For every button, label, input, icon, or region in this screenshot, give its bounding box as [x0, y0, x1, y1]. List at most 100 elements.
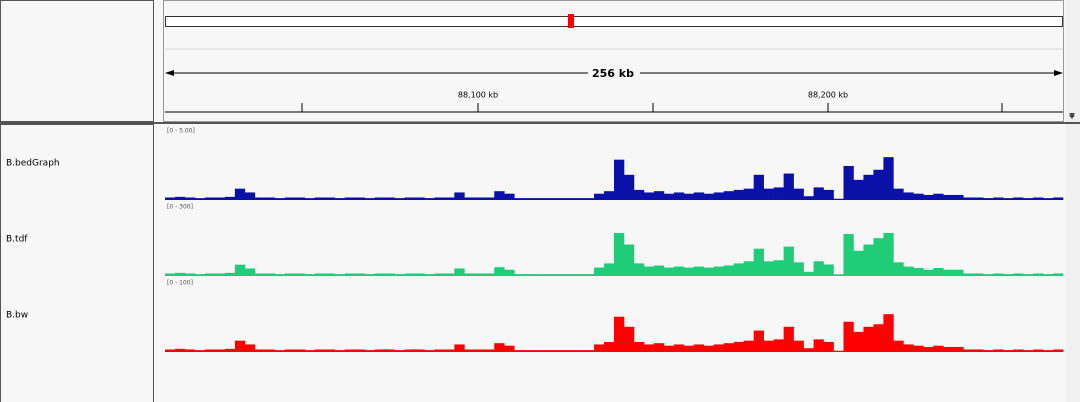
signal-bar — [643, 344, 655, 352]
signal-bar — [633, 263, 645, 276]
signal-bar — [534, 350, 545, 352]
signal-bar — [174, 348, 186, 352]
signal-bar — [1033, 197, 1044, 200]
signal-bar — [993, 197, 1004, 200]
signal-bar — [524, 350, 535, 352]
signal-bar — [693, 266, 705, 276]
signal-bar — [1043, 274, 1054, 276]
signal-bar — [833, 274, 844, 276]
signal-bar — [753, 248, 764, 276]
signal-bar — [394, 350, 405, 352]
signal-bar — [414, 197, 425, 200]
signal-bar — [623, 174, 635, 200]
signal-bar — [713, 192, 725, 200]
span-label: 256 kb — [592, 67, 634, 80]
signal-bar — [943, 194, 954, 200]
signal-bar — [394, 198, 405, 200]
signal-bar — [1053, 197, 1064, 200]
signal-bar — [793, 340, 804, 352]
signal-bar — [763, 261, 774, 276]
signal-bar — [494, 267, 505, 276]
scrollbar[interactable] — [1066, 0, 1080, 122]
signal-bar — [713, 344, 725, 352]
signal-bar — [803, 271, 814, 276]
signal-bar — [723, 265, 735, 276]
signal-bar — [703, 193, 715, 200]
signal-bar — [254, 349, 266, 352]
data-range: [0 - 5.00] — [167, 128, 195, 135]
signal-bar — [364, 198, 375, 200]
signal-bar — [614, 232, 625, 276]
signal-bar — [284, 197, 296, 200]
span-arrow — [1054, 70, 1063, 76]
signal-bar — [584, 274, 595, 276]
signal-bar — [653, 343, 665, 352]
signal-bar — [783, 246, 794, 276]
signal-bar — [274, 274, 286, 276]
signal-bar — [294, 273, 305, 276]
signal-bar — [544, 198, 555, 200]
signal-bar — [444, 197, 455, 200]
signal-bar — [165, 349, 176, 352]
signal-bar — [165, 197, 176, 200]
signal-bar — [374, 197, 385, 200]
signal-bar — [224, 348, 236, 352]
signal-bar — [1003, 198, 1014, 200]
signal-bar — [614, 159, 625, 200]
signal-bar — [963, 197, 974, 200]
signal-bar — [623, 244, 635, 276]
ideogram[interactable] — [165, 16, 1063, 27]
signal-bar — [1013, 349, 1024, 352]
signal-bar — [184, 349, 196, 352]
signal-bar — [464, 273, 475, 276]
ideogram-marker — [568, 14, 574, 28]
signal-bar — [973, 197, 984, 200]
signal-bar — [454, 192, 465, 200]
signal-bar — [1023, 198, 1034, 200]
signal-bar — [184, 273, 196, 276]
signal-bar — [853, 179, 864, 200]
signal-bar — [703, 267, 715, 276]
signal-bar — [434, 273, 445, 276]
signal-bar — [594, 267, 605, 276]
signal-bar — [394, 274, 405, 276]
signal-bar — [1003, 350, 1014, 352]
signal-bar — [813, 261, 824, 276]
signal-bar — [963, 273, 974, 276]
signal-bar — [873, 238, 884, 276]
signal-bar — [863, 174, 874, 200]
signal-bar — [623, 326, 635, 352]
signal-bar — [484, 349, 495, 352]
signal-bar — [663, 345, 675, 352]
signal-bar — [903, 266, 914, 276]
signal-bar — [224, 196, 236, 200]
signal-bar — [554, 198, 565, 200]
signal-bar — [783, 326, 794, 352]
scroll-arrow[interactable] — [1069, 115, 1075, 119]
signal-bar — [883, 232, 894, 276]
signal-bar — [673, 344, 685, 352]
signal-bar — [733, 263, 745, 276]
signal-bar — [663, 193, 675, 200]
signal-bar — [284, 349, 296, 352]
signal-bar — [813, 339, 824, 352]
signal-bar — [953, 346, 964, 352]
signal-bar — [184, 197, 196, 200]
signal-bar — [893, 262, 904, 276]
signal-bar — [404, 273, 415, 276]
signal-bar — [514, 274, 525, 276]
scrollbar[interactable] — [1066, 124, 1080, 402]
signal-bar — [274, 198, 286, 200]
signal-bar — [594, 344, 605, 352]
signal-bar — [454, 344, 465, 352]
signal-bar — [244, 268, 256, 276]
signal-bar — [643, 266, 655, 276]
signal-bar — [733, 189, 745, 200]
signal-bar — [224, 272, 236, 276]
signal-bar — [1043, 198, 1054, 200]
signal-bar — [853, 331, 864, 352]
signal-bar — [743, 261, 754, 276]
signal-bar — [334, 198, 345, 200]
signal-bar — [803, 196, 814, 200]
signal-bar — [863, 326, 874, 352]
